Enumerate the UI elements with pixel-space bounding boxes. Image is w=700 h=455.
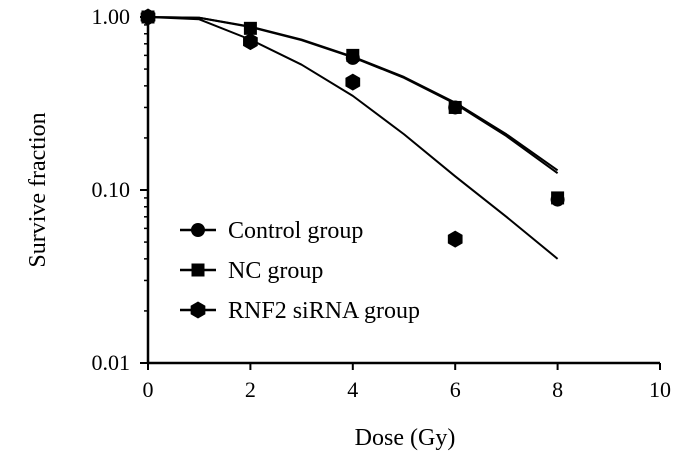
data-point	[345, 73, 361, 91]
legend-item: Control group	[180, 218, 363, 244]
x-tick-label: 8	[552, 377, 563, 402]
x-tick-label: 6	[450, 377, 461, 402]
axes: 0 2 4 6 8 10 0.01 0.10 1.00	[92, 4, 672, 402]
series-layer	[140, 8, 565, 260]
y-axis-label: Survive fraction	[25, 112, 51, 267]
data-point	[448, 100, 462, 114]
fit-curve	[147, 16, 559, 172]
series-3	[140, 8, 559, 260]
legend-item: NC group	[180, 258, 323, 284]
data-point	[243, 33, 258, 51]
legend-marker	[191, 263, 205, 277]
series-2	[141, 10, 565, 205]
data-point	[551, 191, 565, 205]
x-tick-label: 0	[143, 377, 154, 402]
series-1	[141, 10, 565, 207]
x-tick-label: 4	[347, 377, 358, 402]
data-point	[346, 48, 360, 62]
fit-curve	[147, 16, 559, 260]
data-point	[140, 8, 156, 26]
legend-label: NC group	[228, 258, 323, 284]
legend-marker	[191, 223, 205, 237]
y-tick-label: 0.10	[92, 177, 131, 202]
x-tick-label: 2	[245, 377, 256, 402]
x-tick-label: 10	[649, 377, 671, 402]
y-tick-label: 0.01	[92, 350, 131, 375]
legend-label: RNF2 siRNA group	[228, 298, 420, 324]
x-axis-label: Dose (Gy)	[355, 425, 456, 451]
data-point	[243, 21, 257, 35]
data-point	[447, 230, 463, 248]
legend-item: RNF2 siRNA group	[180, 298, 420, 324]
y-tick-label: 1.00	[92, 4, 131, 29]
legend-marker	[190, 301, 206, 319]
legend-label: Control group	[228, 218, 363, 244]
legend: Control group NC group RNF2 siRNA group	[180, 218, 420, 324]
